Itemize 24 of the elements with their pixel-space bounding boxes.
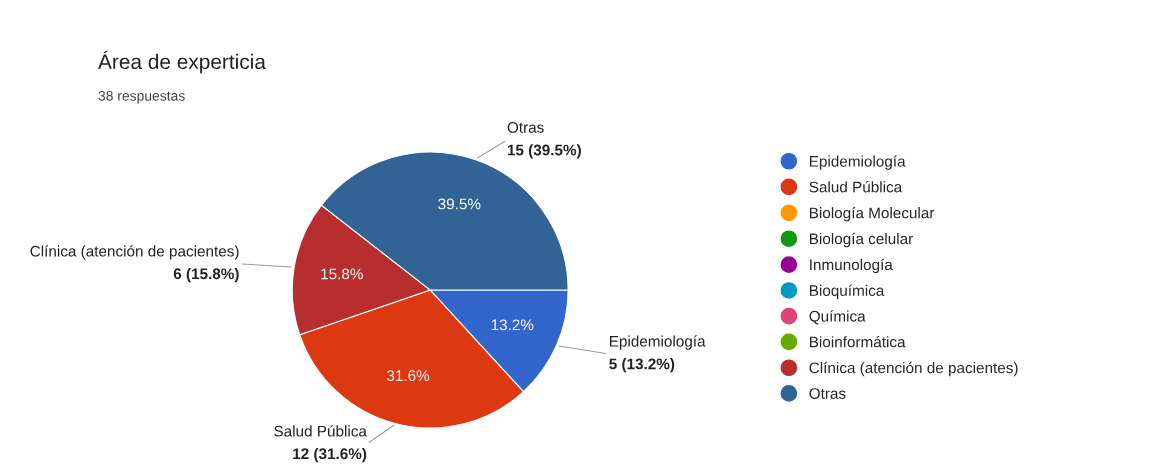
data-label: 39.5% — [438, 198, 481, 210]
slice-label: Otras — [507, 122, 544, 133]
text: 12 (31.6%) — [293, 447, 367, 463]
legend-label: Salud Pública — [809, 181, 903, 193]
legend-label: Biología celular — [809, 232, 913, 248]
legend-label: Biología Molecular — [809, 206, 935, 222]
text: 15 (39.5%) — [507, 144, 581, 159]
legend-label: Otras — [809, 388, 846, 399]
text: 5 (13.2%) — [609, 358, 675, 373]
slice-label: Salud Pública — [274, 425, 367, 437]
data-label: 15.8% — [321, 268, 363, 280]
legend-label: Bioinformática — [809, 335, 906, 348]
data-label: 13.2% — [491, 319, 534, 331]
legend-label: Inmunología — [810, 258, 893, 274]
slice-label: Clínica (atención de pacientes) — [30, 245, 239, 260]
text: 6 (15.8%) — [173, 267, 239, 283]
chart-title: Área de experticia — [98, 50, 266, 74]
legend-label: Química — [809, 310, 866, 325]
data-label: 31.6% — [386, 370, 430, 382]
legend-label: Bioquímica — [809, 284, 885, 299]
legend-label: Clínica (atención de pacientes) — [809, 361, 1018, 377]
chart-subtitle: 38 respuestas — [98, 90, 185, 104]
slice-label: Epidemiología — [609, 335, 706, 350]
legend-label: Epidemiología — [809, 155, 906, 170]
